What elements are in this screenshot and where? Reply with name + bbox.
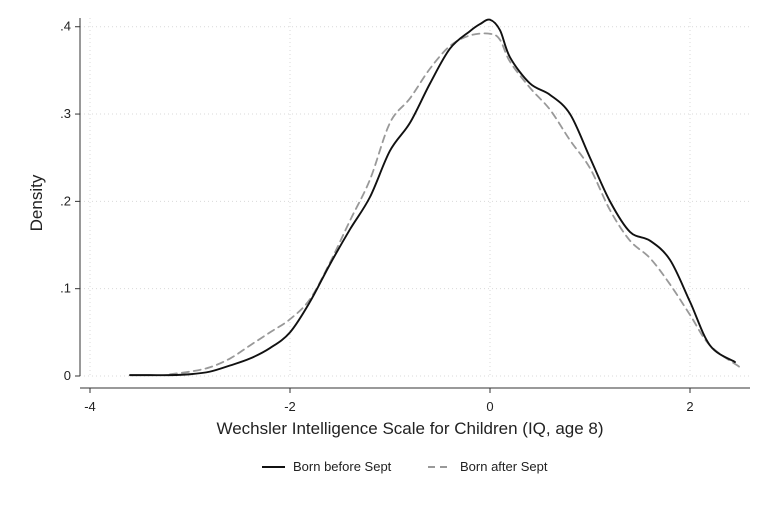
y-tick-label: .2 xyxy=(60,193,71,208)
x-tick-label: 2 xyxy=(686,399,693,414)
y-axis-title: Density xyxy=(27,174,46,231)
legend-label-born-after-sept: Born after Sept xyxy=(460,459,548,474)
y-ticks: 0 .1 .2 .3 .4 xyxy=(60,19,80,383)
legend: Born before Sept Born after Sept xyxy=(262,459,548,474)
y-tick-label: .4 xyxy=(60,19,71,34)
x-axis-title: Wechsler Intelligence Scale for Children… xyxy=(216,419,603,438)
y-tick-label: .3 xyxy=(60,106,71,121)
axes xyxy=(79,18,750,389)
x-ticks: -4 -2 0 2 xyxy=(84,388,694,414)
legend-label-born-before-sept: Born before Sept xyxy=(293,459,392,474)
y-tick-label: 0 xyxy=(64,368,71,383)
series-lines xyxy=(129,18,741,377)
series-line-born-before-sept xyxy=(129,18,736,377)
y-tick-label: .1 xyxy=(60,281,71,296)
x-tick-label: -2 xyxy=(284,399,296,414)
x-tick-label: 0 xyxy=(486,399,493,414)
x-tick-label: -4 xyxy=(84,399,96,414)
series-line-born-after-sept xyxy=(169,32,741,376)
